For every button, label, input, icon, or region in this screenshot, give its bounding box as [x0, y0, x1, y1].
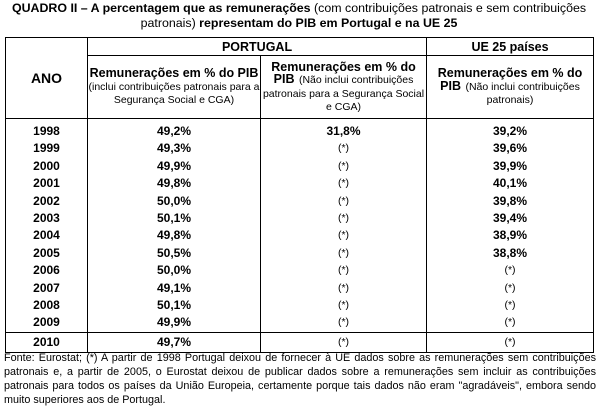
- header-row-1: ANO PORTUGAL UE 25 países: [5, 37, 595, 119]
- cell-c1: 50,1%: [156, 210, 192, 225]
- cell-c3: 40,1%: [493, 176, 528, 191]
- cell-c1: 50,0%: [156, 263, 192, 278]
- cell-ano: 2000: [33, 158, 60, 173]
- last-row-ano: 2010: [33, 334, 60, 349]
- cell-c3: (*): [504, 316, 516, 329]
- cell-ano: 1998: [33, 124, 60, 138]
- body-row: 1998 1999 2000 2001 2002 2003 2004 2005 2006 2007…: [5, 118, 595, 333]
- cell-c2: (*): [337, 159, 350, 172]
- header-row-2: Remunerações em % do PIB (inclui contrib…: [6, 55, 595, 119]
- col3-column: 39,2% 39,6% 39,9% 40,1% 39,8% 39,4% 38,9% 38,8%…: [426, 118, 595, 333]
- cell-c2: (*): [337, 281, 350, 294]
- last-row-ano-cell: 2010: [5, 331, 88, 353]
- header-col2-sub: (Não inclui contribuições patronais para…: [262, 74, 425, 113]
- header-col1: Remunerações em % do PIB (inclui contrib…: [87, 55, 261, 119]
- header-col2: Remunerações em % do PIB (Não inclui con…: [259, 55, 428, 119]
- cell-c2: (*): [337, 229, 350, 242]
- cell-c1: 49,9%: [156, 158, 192, 173]
- last-row-c3-cell: (*): [426, 331, 595, 353]
- title-bold-end: representam do PIB em Portugal e na UE 2…: [199, 16, 458, 30]
- footnote: Fonte: Eurostat; (*) A partir de 1998 Po…: [4, 352, 596, 406]
- cell-c2: (*): [337, 316, 350, 329]
- cell-c1: 50,0%: [156, 193, 192, 208]
- last-row-c2: (*): [337, 335, 350, 348]
- cell-c2: (*): [337, 246, 350, 259]
- cell-ano: 2005: [33, 245, 60, 260]
- cell-ano: 2006: [33, 263, 60, 278]
- cell-c3: (*): [504, 264, 516, 277]
- header-col1-sub: (inclui contribuições patronais para a S…: [88, 80, 260, 107]
- cell-c2: (*): [337, 298, 350, 311]
- cell-c3: 39,2%: [493, 124, 528, 138]
- cell-c1: 50,1%: [156, 297, 192, 312]
- header-col3: Remunerações em % do PIB (Não inclui con…: [426, 55, 595, 119]
- cell-c1: 49,1%: [156, 280, 192, 295]
- cell-c3: (*): [504, 298, 516, 311]
- col1-column: 49,2% 49,3% 49,9% 49,8% 50,0% 50,1% 49,8% 50,5%…: [87, 118, 261, 333]
- cell-c1: 50,5%: [156, 245, 192, 260]
- cell-ano: 2003: [33, 210, 60, 225]
- data-table: ANO PORTUGAL UE 25 países Remunerações e…: [5, 37, 595, 353]
- cell-ano: 2001: [33, 176, 60, 191]
- header-ano: ANO: [5, 37, 88, 119]
- cell-c2: (*): [337, 142, 350, 155]
- last-row-c1-cell: 49,7%: [87, 331, 261, 353]
- cell-c1: 49,8%: [156, 228, 192, 243]
- last-row-c2-cell: (*): [259, 331, 428, 353]
- header-portugal: PORTUGAL: [86, 37, 428, 56]
- cell-ano: 2007: [33, 280, 60, 295]
- header-ue: UE 25 países: [426, 37, 595, 56]
- cell-c3: 39,6%: [493, 141, 528, 156]
- cell-ano: 2002: [33, 193, 60, 208]
- col2-column: 31,8% (*) (*) (*) (*) (*) (*) (*) (*) (*) (*) (*): [259, 118, 428, 333]
- cell-c3: 38,9%: [493, 228, 528, 243]
- cell-c3: 38,8%: [493, 245, 528, 260]
- last-row: 2010 49,7% (*) (*): [5, 331, 595, 353]
- cell-c2: (*): [337, 211, 350, 224]
- last-row-c1: 49,7%: [156, 334, 192, 349]
- last-row-c3: (*): [504, 335, 516, 348]
- cell-c3: 39,8%: [493, 193, 528, 208]
- cell-c2: (*): [337, 177, 350, 190]
- cell-ano: 2009: [33, 315, 60, 330]
- cell-c2: (*): [337, 264, 350, 277]
- cell-c1: 49,9%: [156, 315, 192, 330]
- cell-c1: 49,8%: [156, 176, 192, 191]
- cell-c1: 49,2%: [156, 124, 192, 138]
- header-col3-main: Remunerações em % do PIB: [437, 66, 583, 93]
- header-col2-main: Remunerações em % do PIB: [271, 59, 416, 86]
- cell-ano: 2008: [33, 297, 60, 312]
- title-normal-part: (com contribuições patronais e sem contr…: [140, 1, 587, 30]
- cell-c2: (*): [337, 194, 350, 207]
- cell-c2: 31,8%: [326, 124, 361, 138]
- cell-c3: (*): [504, 281, 516, 294]
- cell-ano: 1999: [33, 141, 60, 156]
- cell-c3: 39,4%: [493, 210, 528, 225]
- cell-c3: 39,9%: [493, 158, 528, 173]
- table-title: QUADRO II – A percentagem que as remuner…: [0, 1, 598, 31]
- ano-column: 1998 1999 2000 2001 2002 2003 2004 2005 2006 2007…: [5, 118, 88, 333]
- cell-c1: 49,3%: [156, 141, 192, 156]
- title-bold-part: QUADRO II – A percentagem que as remuner…: [11, 1, 311, 15]
- cell-ano: 2004: [33, 228, 60, 243]
- header-col3-sub: (Não inclui contribuições patronais): [465, 80, 580, 107]
- header-col1-main: Remunerações em % do PIB: [89, 66, 259, 81]
